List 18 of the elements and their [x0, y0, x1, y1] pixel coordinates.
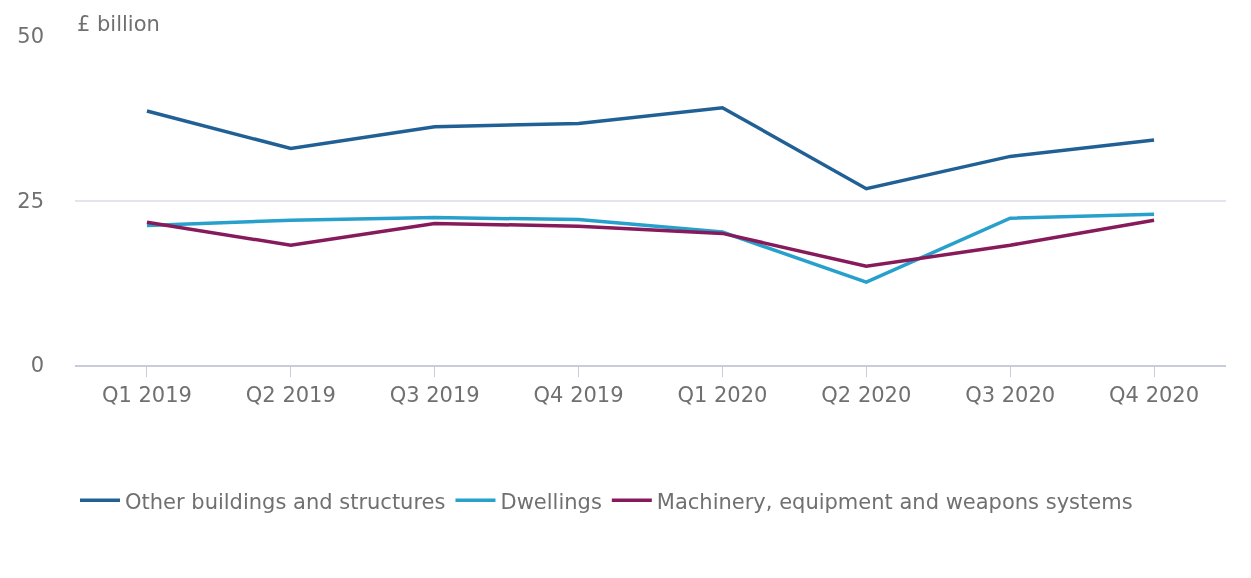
x-tick-label: Q2 2020	[821, 383, 912, 408]
x-tick-label: Q3 2019	[389, 383, 480, 408]
legend-label: Machinery, equipment and weapons systems	[656, 489, 1133, 514]
legend-label: Other buildings and structures	[125, 489, 446, 514]
y-tick-label: 25	[17, 188, 44, 213]
x-tick-label: Q1 2020	[677, 383, 768, 408]
line-series	[145, 218, 1156, 269]
line-series	[145, 105, 1156, 191]
x-tick-label: Q4 2020	[1109, 383, 1200, 408]
x-tick-label: Q2 2019	[245, 383, 336, 408]
x-tick-label: Q1 2019	[101, 383, 192, 408]
legend-label: Dwellings	[500, 489, 602, 514]
line-series	[145, 212, 1156, 284]
x-tick-label: Q4 2019	[533, 383, 624, 408]
y-tick-label: 50	[17, 24, 44, 49]
x-tick-label: Q3 2020	[965, 383, 1056, 408]
y-axis-title: £ billion	[77, 12, 160, 36]
y-tick-label: 0	[30, 353, 44, 378]
